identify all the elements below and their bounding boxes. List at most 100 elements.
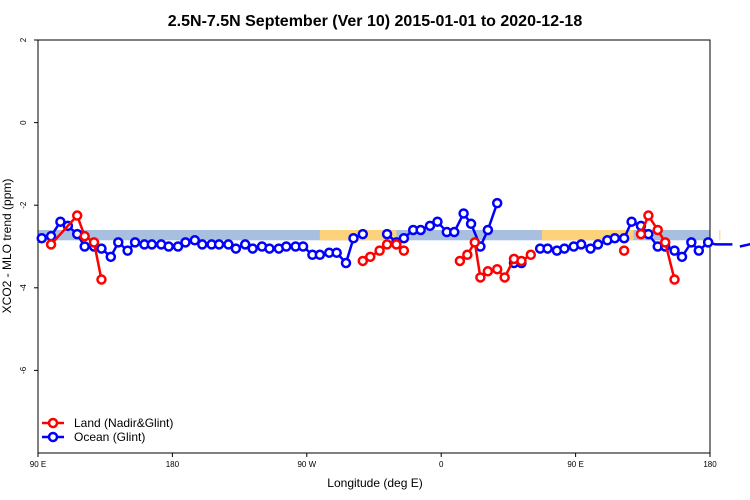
series-0-point-1-0 xyxy=(381,228,393,240)
series-0-point-3-17 xyxy=(676,251,688,263)
series-1-point-2-8 xyxy=(516,255,527,267)
y-axis-label: XCO2 - MLO trend (ppm) xyxy=(0,179,14,314)
series-1-point-0-3 xyxy=(88,237,100,248)
series-0-point-0-25 xyxy=(247,243,258,254)
plot-area-frame xyxy=(37,39,711,454)
series-0-point-3-20 xyxy=(702,237,714,248)
series-1-point-1-3 xyxy=(381,239,393,250)
x-tick-label-3: 0 xyxy=(439,460,444,469)
series-0-point-0-7 xyxy=(96,243,107,254)
legend-label-1: Ocean (Glint) xyxy=(74,430,145,444)
legend-label-0: Land (Nadir&Glint) xyxy=(74,416,173,430)
series-0-point-3-10 xyxy=(618,232,630,244)
series-1-point-4-3 xyxy=(659,237,671,248)
series-0-point-3-5 xyxy=(575,239,587,250)
series-0-point-0-24 xyxy=(239,239,251,250)
x-axis: 90 E 180 90 W 0 90 E 180 xyxy=(30,453,717,469)
series-1-point-4-1 xyxy=(643,210,654,221)
series-0-point-0-18 xyxy=(189,235,201,246)
series-0-point-1-9 xyxy=(458,208,469,219)
series-0-point-3-9 xyxy=(609,232,621,244)
series-0-point-0-17 xyxy=(180,237,191,248)
series-1-point-2-9 xyxy=(525,249,537,261)
series-layer xyxy=(36,197,750,285)
series-0-point-0-11 xyxy=(129,237,141,248)
series-0-point-0-37 xyxy=(348,232,359,244)
series-0-point-1-10 xyxy=(465,218,477,230)
series-1-point-2-2 xyxy=(469,237,481,248)
series-1-point-2-4 xyxy=(482,266,494,277)
series-1-point-2-1 xyxy=(462,249,473,261)
x-tick-label-4: 90 E xyxy=(567,460,583,469)
series-0-point-1-4 xyxy=(415,224,426,236)
series-1-point-0-2 xyxy=(79,230,90,242)
series-0-point-0-35 xyxy=(331,247,342,258)
series-1-point-1-1 xyxy=(365,251,376,263)
series-0-point-0-33 xyxy=(314,249,326,261)
series-1 xyxy=(45,210,680,285)
series-0-point-3-16 xyxy=(669,245,680,256)
legend-marker-0 xyxy=(47,417,59,429)
series-0-point-1-13 xyxy=(491,197,503,209)
series-1-point-2-6 xyxy=(499,272,510,283)
series-1-point-1-4 xyxy=(391,239,402,250)
series-1-point-4-0 xyxy=(635,228,647,240)
series-0-point-3-6 xyxy=(585,243,596,254)
series-0-point-3-11 xyxy=(626,216,637,227)
land-band-1 xyxy=(542,229,634,241)
series-0-point-3-3 xyxy=(559,243,570,254)
x-tick-label-1: 180 xyxy=(166,460,180,469)
series-1-point-0-4 xyxy=(96,274,107,285)
x-tick-label-5: 180 xyxy=(703,460,717,469)
series-0-point-0-13 xyxy=(146,239,158,250)
series-0-point-0-36 xyxy=(340,257,352,269)
series-0-point-0-31 xyxy=(297,241,309,252)
series-0-point-0-8 xyxy=(105,251,117,263)
series-0-point-3-1 xyxy=(542,243,553,254)
x-tick-label-0: 90 E xyxy=(30,460,46,469)
series-0-point-0-10 xyxy=(122,245,133,256)
series-1-point-3-0 xyxy=(618,245,630,256)
series-0-line-4 xyxy=(739,242,750,248)
series-1-point-2-3 xyxy=(475,272,486,283)
series-0-point-1-12 xyxy=(482,224,494,236)
series-1-point-4-2 xyxy=(652,224,663,236)
series-0-point-0-15 xyxy=(163,241,174,252)
y-tick-label-4: -6 xyxy=(19,366,28,374)
series-0-point-3-7 xyxy=(592,239,604,250)
y-tick-label-0: 2 xyxy=(19,37,28,42)
series-1-point-2-0 xyxy=(454,255,466,267)
x-axis-label: Longitude (deg E) xyxy=(327,476,422,490)
y-tick-label-3: -4 xyxy=(19,284,28,292)
legend-marker-1 xyxy=(47,431,59,443)
series-0-point-1-6 xyxy=(432,216,443,227)
series-0-point-0-29 xyxy=(281,241,292,252)
y-tick-label-2: -2 xyxy=(19,201,28,209)
land-band-3 xyxy=(719,229,721,241)
legend: Land (Nadir&Glint)Ocean (Glint) xyxy=(42,416,173,444)
y-tick-label-1: 0 xyxy=(19,120,28,125)
series-1-point-1-2 xyxy=(374,245,385,256)
series-0-point-0-0 xyxy=(36,232,47,244)
series-0-point-0-22 xyxy=(223,239,234,250)
series-1-point-1-0 xyxy=(357,255,369,267)
series-0-point-0-21 xyxy=(213,239,225,250)
series-1-point-0-1 xyxy=(71,210,83,221)
chart-title: 2.5N-7.5N September (Ver 10) 2015-01-01 … xyxy=(168,13,583,30)
series-0-point-0-5 xyxy=(79,241,90,252)
series-0-point-3-19 xyxy=(693,245,705,256)
series-0-point-1-2 xyxy=(398,232,410,244)
series-0-point-0-19 xyxy=(197,239,208,250)
series-0-point-0-23 xyxy=(230,243,242,254)
x-tick-label-2: 90 W xyxy=(297,460,316,469)
series-0-point-0-38 xyxy=(357,228,369,240)
series-0-point-0-27 xyxy=(264,243,275,254)
series-0-point-0-1 xyxy=(45,230,57,242)
series-0-point-0-2 xyxy=(55,216,66,227)
series-0-point-0-9 xyxy=(113,237,124,248)
y-axis: 2 0 -2 -4 -6 xyxy=(19,37,38,374)
series-0-point-3-18 xyxy=(686,237,697,248)
series-1-point-4-4 xyxy=(669,274,680,285)
series-1-point-1-5 xyxy=(398,245,410,256)
